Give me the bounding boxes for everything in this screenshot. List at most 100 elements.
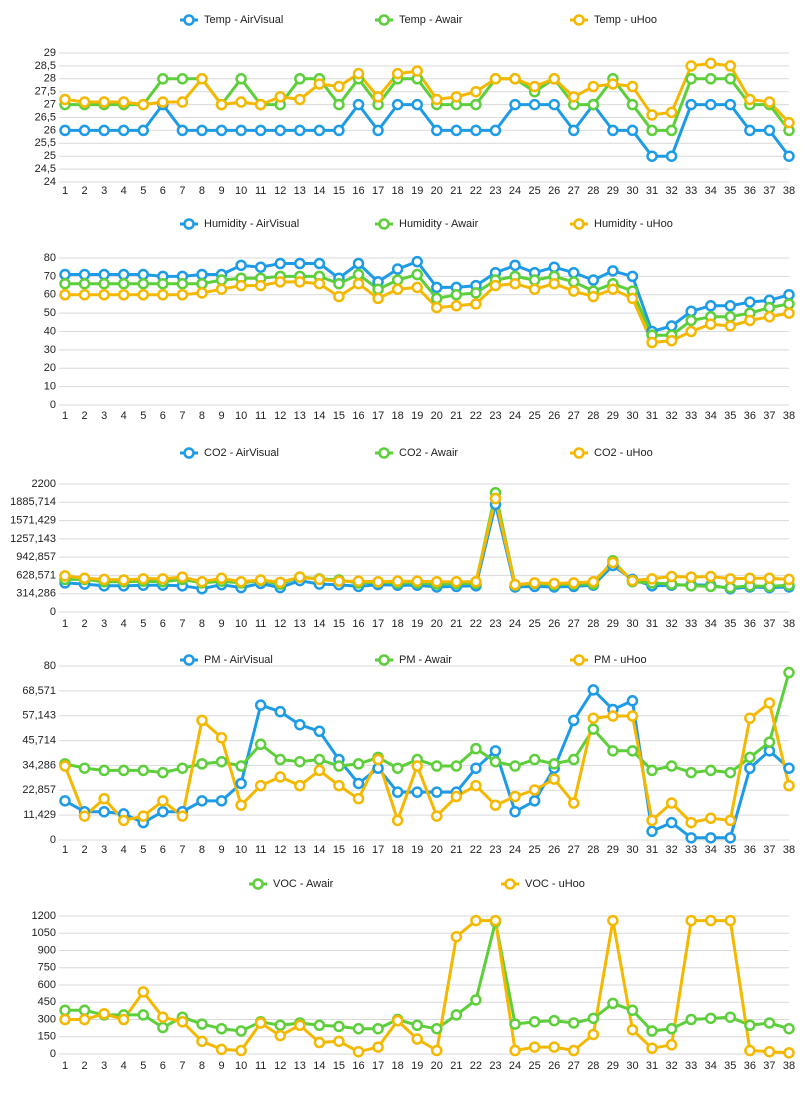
y-tick-label: 60	[44, 289, 56, 301]
x-tick-label: 4	[121, 1060, 127, 1072]
data-point	[59, 268, 71, 281]
data-point	[568, 1017, 580, 1029]
data-point	[744, 1044, 756, 1057]
data-point	[568, 797, 580, 809]
data-point	[431, 1044, 443, 1057]
data-point	[411, 98, 423, 111]
x-tick-label: 9	[218, 618, 224, 630]
data-point	[137, 764, 150, 777]
data-point	[352, 257, 365, 270]
y-tick-label: 1571,429	[10, 514, 56, 526]
x-tick-label: 15	[333, 185, 345, 197]
data-point	[176, 277, 189, 290]
x-tick-label: 10	[235, 1060, 247, 1072]
data-point	[548, 773, 560, 785]
x-tick-label: 7	[179, 185, 185, 197]
legend-marker	[183, 14, 195, 26]
data-point	[372, 124, 384, 137]
data-point	[411, 65, 423, 77]
data-point	[704, 300, 717, 312]
legend-label: CO2 - Awair	[399, 447, 458, 459]
data-point	[724, 1011, 737, 1023]
data-point	[470, 575, 482, 588]
data-point	[587, 80, 600, 93]
x-tick-label: 38	[783, 185, 795, 197]
data-point	[254, 124, 267, 137]
x-tick-label: 10	[235, 844, 247, 856]
series-line	[65, 919, 790, 1055]
data-point	[176, 1016, 189, 1028]
data-point	[294, 73, 306, 85]
x-tick-label: 38	[783, 618, 795, 630]
x-tick-label: 17	[372, 185, 384, 197]
data-point	[528, 98, 541, 111]
data-point	[372, 91, 384, 103]
data-point	[235, 124, 247, 137]
x-tick-label: 24	[509, 618, 521, 630]
data-point	[724, 60, 737, 72]
data-point	[685, 73, 697, 85]
data-point	[744, 296, 756, 308]
x-tick-label: 3	[101, 410, 107, 422]
x-tick-label: 29	[607, 410, 619, 422]
x-tick-label: 33	[685, 618, 697, 630]
data-point	[568, 91, 580, 103]
data-point	[294, 779, 306, 792]
y-tick-label: 50	[44, 307, 56, 319]
data-point	[235, 73, 247, 85]
data-point	[176, 73, 189, 85]
data-point	[352, 98, 365, 111]
data-point	[78, 289, 91, 301]
x-tick-label: 4	[121, 410, 127, 422]
x-tick-label: 30	[626, 1060, 638, 1072]
x-tick-label: 20	[431, 844, 443, 856]
data-point	[665, 1039, 678, 1051]
data-point	[431, 760, 443, 772]
data-point	[509, 73, 521, 85]
data-point	[509, 760, 521, 772]
data-point	[548, 758, 560, 770]
data-point	[372, 1041, 384, 1053]
x-tick-label: 25	[528, 844, 540, 856]
data-point	[294, 257, 306, 270]
data-point	[763, 96, 776, 108]
y-tick-label: 750	[38, 962, 56, 974]
data-point	[411, 268, 423, 281]
data-point	[98, 96, 110, 108]
x-tick-label: 2	[82, 185, 88, 197]
x-tick-label: 37	[763, 844, 775, 856]
x-tick-label: 20	[431, 410, 443, 422]
series-line	[65, 491, 790, 590]
data-point	[411, 575, 423, 587]
data-point	[626, 98, 639, 111]
data-point	[59, 93, 71, 106]
data-point	[509, 578, 521, 591]
data-point	[431, 810, 443, 822]
x-tick-label: 10	[235, 410, 247, 422]
data-point	[333, 277, 345, 290]
data-point	[450, 930, 463, 943]
x-tick-label: 11	[255, 185, 266, 197]
data-point	[548, 1041, 560, 1053]
data-point	[626, 1004, 639, 1017]
data-point	[626, 270, 639, 283]
data-point	[176, 124, 189, 137]
data-point	[509, 98, 521, 111]
legend-label: PM - Awair	[399, 654, 452, 666]
x-tick-label: 36	[744, 1060, 756, 1072]
data-point	[528, 753, 541, 766]
data-point	[685, 314, 697, 327]
x-tick-label: 38	[783, 410, 795, 422]
data-point	[568, 285, 580, 297]
x-tick-label: 18	[392, 410, 404, 422]
data-point	[568, 753, 580, 766]
data-point	[391, 814, 404, 827]
data-point	[215, 732, 228, 744]
data-point	[704, 73, 717, 85]
data-point	[254, 699, 267, 711]
data-point	[196, 714, 208, 727]
data-point	[98, 268, 110, 281]
data-point	[117, 289, 130, 301]
x-tick-label: 31	[646, 618, 658, 630]
x-tick-label: 3	[101, 618, 107, 630]
